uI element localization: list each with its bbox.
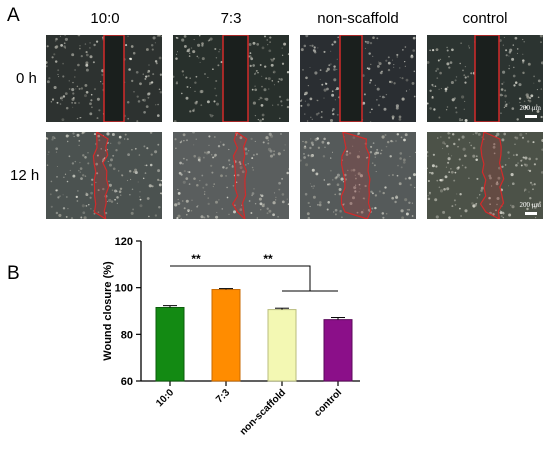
micrograph-3-0: 200 μm bbox=[427, 35, 543, 122]
row-header-12h: 12 h bbox=[10, 167, 40, 184]
y-tick-label: 60 bbox=[121, 376, 133, 388]
significance-label: ** bbox=[191, 252, 201, 266]
micrograph-0-0 bbox=[46, 35, 162, 122]
bar-non-scaffold bbox=[267, 309, 297, 382]
significance-bracket bbox=[226, 265, 311, 291]
column-header-10-0: 10:0 bbox=[90, 10, 120, 27]
x-tick-label: 10:0 bbox=[154, 387, 176, 409]
scale-bar-label: 200 μm bbox=[519, 104, 541, 112]
column-header-control: control bbox=[462, 10, 508, 27]
y-axis-label: Wound closure (%) bbox=[102, 261, 114, 361]
bar-10-0 bbox=[155, 307, 185, 382]
micrograph-0-1 bbox=[46, 132, 162, 219]
bar-control bbox=[323, 319, 353, 382]
bar-7-3 bbox=[211, 289, 241, 382]
micrograph-1-1 bbox=[173, 132, 289, 219]
micrograph-2-0 bbox=[300, 35, 416, 122]
scale-bar bbox=[525, 212, 537, 215]
micrograph-1-0 bbox=[173, 35, 289, 122]
x-tick-label: control bbox=[312, 387, 344, 419]
scale-bar bbox=[525, 115, 537, 118]
y-tick-label: 80 bbox=[121, 329, 133, 341]
y-tick-label: 100 bbox=[115, 283, 133, 295]
micrograph-3-1: 200 μm bbox=[427, 132, 543, 219]
micrograph-2-1 bbox=[300, 132, 416, 219]
y-tick-label: 120 bbox=[115, 236, 133, 248]
wound-closure-bar-chart: 60 80 100 120 Wound closure (%) ** ** 10:0 7:3… bbox=[102, 236, 360, 438]
x-tick-label: 7:3 bbox=[214, 387, 232, 405]
column-header-non-scaffold: non-scaffold bbox=[317, 10, 399, 27]
panel-label-a: A bbox=[7, 5, 20, 26]
x-tick-label: non-scaffold bbox=[238, 387, 288, 437]
row-header-0h: 0 h bbox=[16, 70, 37, 87]
significance-label: ** bbox=[263, 252, 273, 266]
panel-label-b: B bbox=[7, 263, 20, 284]
column-header-7-3: 7:3 bbox=[220, 10, 242, 27]
scale-bar-label: 200 μm bbox=[519, 201, 541, 209]
